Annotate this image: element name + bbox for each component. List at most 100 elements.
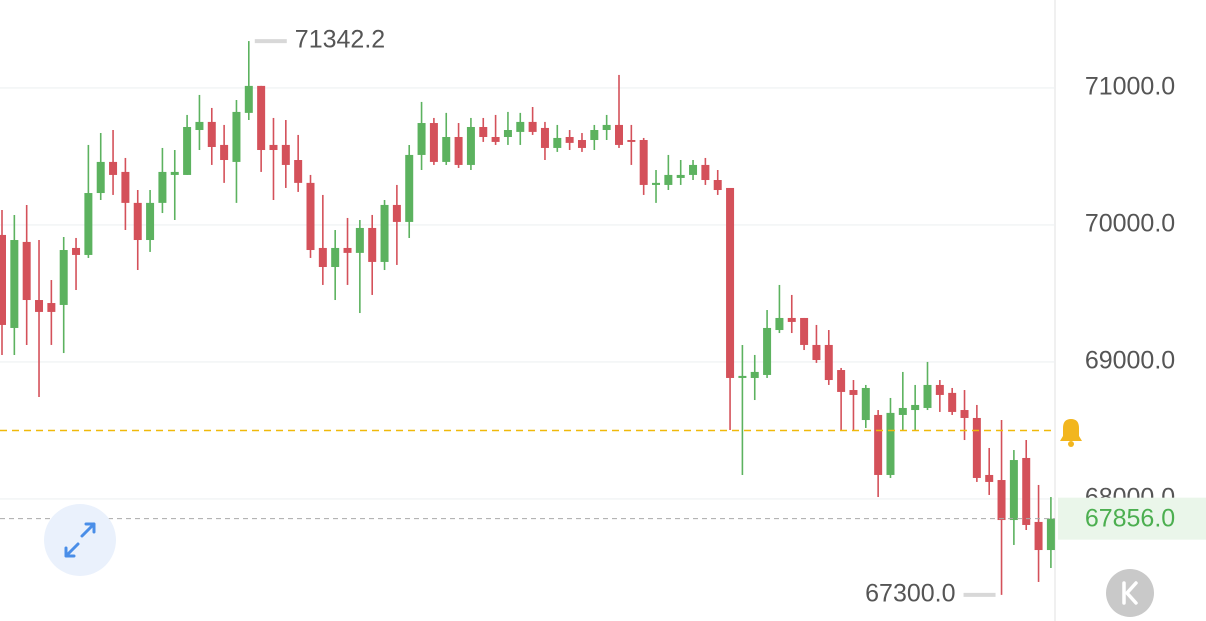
candle-body	[516, 121, 525, 132]
candle-body	[269, 144, 278, 151]
candle-body	[824, 344, 833, 381]
candle-body	[701, 164, 710, 181]
candle-body	[244, 85, 253, 113]
candle-body	[257, 85, 266, 151]
high-label: 71342.2	[295, 26, 385, 54]
candle-body	[281, 144, 290, 165]
candle-body	[1022, 457, 1031, 525]
candle-body	[392, 204, 401, 222]
candle-body	[429, 123, 438, 162]
candle-body	[84, 193, 93, 255]
candle-body	[158, 171, 167, 203]
candle-body	[540, 127, 549, 148]
candle-body	[775, 317, 784, 331]
candle-layer	[0, 41, 1055, 595]
candle-body	[22, 241, 31, 301]
last-price-box	[1058, 497, 1206, 540]
candle-body	[689, 164, 698, 175]
candle-body	[442, 136, 451, 162]
overlay-layer: 71342.2 67300.0 67856.0	[0, 26, 1206, 607]
candle-body	[972, 417, 981, 478]
candle-body	[170, 171, 179, 175]
candle-body	[109, 161, 118, 175]
candle-body	[948, 392, 957, 412]
candle-body	[1046, 518, 1055, 551]
candle-body	[232, 111, 241, 162]
candle-body	[528, 121, 537, 132]
candle-body	[343, 247, 352, 253]
expand-button[interactable]	[44, 504, 116, 576]
candle-body	[960, 410, 969, 418]
candle-body	[763, 327, 772, 375]
candle-body	[417, 123, 426, 155]
bell-clapper[interactable]	[1068, 441, 1074, 447]
candle-body	[121, 171, 130, 203]
candle-body	[726, 187, 735, 378]
candle-body	[306, 182, 315, 251]
candle-body	[207, 121, 216, 147]
candle-body	[405, 154, 414, 222]
candle-body	[935, 384, 944, 395]
candle-body	[318, 247, 327, 268]
candle-body	[294, 160, 303, 183]
bell-icon[interactable]	[1060, 419, 1082, 447]
candle-body	[454, 136, 463, 165]
candle-body	[652, 182, 661, 185]
candle-body	[590, 130, 599, 141]
bell-body[interactable]	[1060, 419, 1082, 441]
candle-body	[503, 130, 512, 137]
candle-body	[133, 202, 142, 241]
y-tick-label: 70000.0	[1085, 210, 1175, 238]
candle-body	[220, 144, 229, 161]
candle-body	[886, 412, 895, 475]
candle-body	[911, 404, 920, 411]
candle-body	[738, 375, 747, 378]
candle-body	[59, 250, 68, 305]
candle-body	[491, 136, 500, 142]
low-label: 67300.0	[865, 579, 955, 607]
candle-body	[923, 384, 932, 408]
candle-body	[368, 227, 377, 262]
candle-body	[355, 227, 364, 253]
y-tick-label: 71000.0	[1085, 73, 1175, 101]
back-icon[interactable]	[1122, 581, 1138, 605]
candle-body	[331, 247, 340, 268]
candle-body	[565, 136, 574, 143]
candle-body	[47, 303, 56, 312]
candle-body	[639, 140, 648, 185]
candle-body	[787, 317, 796, 322]
candle-body	[602, 124, 611, 131]
candle-body	[466, 126, 475, 165]
candle-body	[837, 370, 846, 392]
candle-body	[195, 121, 204, 131]
last-price-label: 67856.0	[1085, 504, 1175, 532]
candle-body	[713, 180, 722, 191]
candle-body	[800, 317, 809, 345]
candle-body	[985, 474, 994, 482]
y-tick-label: 69000.0	[1085, 347, 1175, 375]
candle-body	[664, 174, 673, 185]
expand-icon[interactable]	[64, 522, 96, 558]
back-button-bg[interactable]	[1106, 569, 1154, 617]
candle-body	[997, 480, 1006, 521]
candle-body	[96, 161, 105, 194]
candle-body	[577, 140, 586, 148]
candle-body	[898, 407, 907, 415]
candle-body	[849, 390, 858, 395]
candle-body	[874, 414, 883, 475]
candle-body	[380, 204, 389, 262]
candle-body	[146, 202, 155, 241]
back-button[interactable]	[1106, 569, 1154, 617]
candle-body	[1034, 521, 1043, 551]
candle-body	[676, 174, 685, 178]
candle-body	[10, 240, 19, 328]
candle-body	[750, 371, 759, 378]
candle-body	[72, 247, 81, 255]
candle-body	[615, 124, 623, 145]
candle-body	[861, 387, 870, 421]
candle-body	[812, 344, 821, 361]
candle-body	[553, 137, 562, 148]
expand-button-bg[interactable]	[44, 504, 116, 576]
